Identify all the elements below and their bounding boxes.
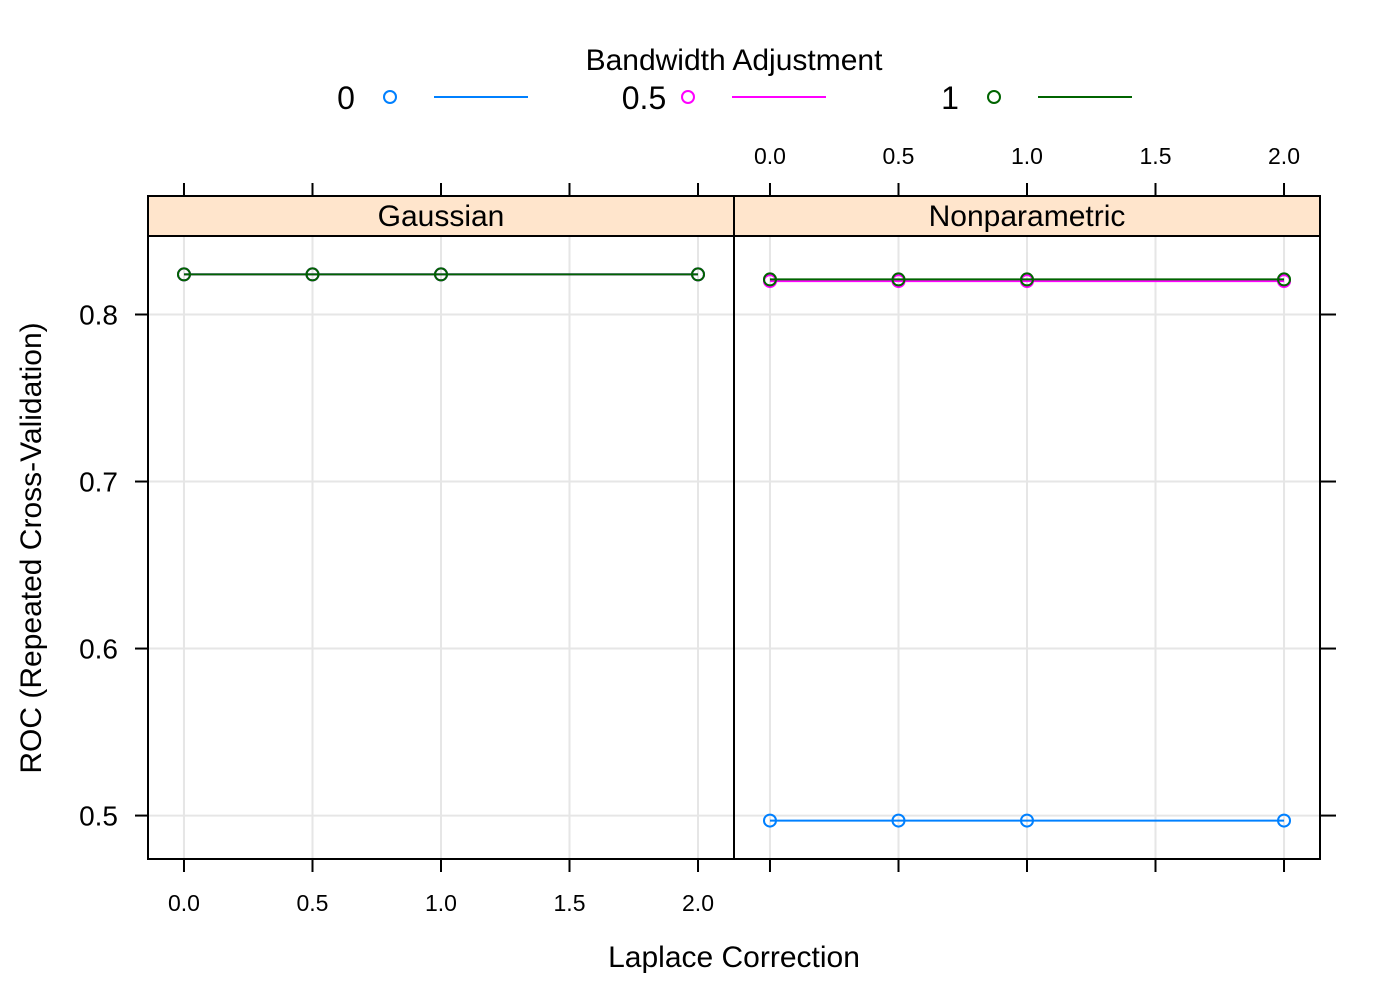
panel-gaussian: Gaussian 0.0 0.5 1.0 1.5 2.0 — [147, 183, 735, 916]
data-point — [1277, 272, 1292, 287]
legend-marker — [383, 90, 397, 104]
x-tick-label-top: 2.0 — [1268, 143, 1300, 169]
x-tick-label-top: 1.0 — [1011, 143, 1043, 169]
data-point — [305, 267, 320, 282]
y-tick-label: 0.7 — [79, 467, 118, 498]
panel-nonparametric: Nonparametric 0.0 0.5 1.0 1.5 2.0 — [733, 143, 1321, 872]
x-tick-label-top: 0.0 — [754, 143, 786, 169]
x-tick-label: 0.0 — [168, 890, 200, 916]
y-tick-label: 0.6 — [79, 634, 118, 665]
y-tick-label: 0.8 — [79, 300, 118, 331]
strip-label: Nonparametric — [929, 200, 1126, 233]
legend-marker — [987, 90, 1001, 104]
x-tick-label: 1.0 — [425, 890, 457, 916]
x-tick-label-top: 1.5 — [1140, 143, 1172, 169]
y-tick-label: 0.5 — [79, 801, 118, 832]
strip-label: Gaussian — [378, 200, 505, 233]
legend-label: 0.5 — [622, 80, 666, 116]
x-tick-label: 2.0 — [682, 890, 714, 916]
legend: Bandwidth Adjustment 0 0.5 1 — [337, 44, 1132, 116]
data-point — [1020, 813, 1034, 828]
data-point — [176, 267, 191, 282]
x-tick-label: 1.5 — [554, 890, 586, 916]
data-point — [691, 267, 706, 282]
x-axis-title: Laplace Correction — [608, 941, 860, 974]
y-axis-title: ROC (Repeated Cross-Validation) — [15, 322, 48, 773]
legend-label: 0 — [337, 80, 355, 116]
data-point — [762, 813, 777, 828]
x-tick-label-top: 0.5 — [882, 143, 914, 169]
legend-label: 1 — [941, 80, 959, 116]
data-point — [434, 267, 448, 282]
legend-title: Bandwidth Adjustment — [586, 44, 884, 77]
strip-background — [147, 195, 735, 237]
data-point — [1277, 813, 1292, 828]
legend-marker — [681, 90, 695, 104]
data-point — [891, 813, 906, 828]
data-point — [891, 272, 906, 287]
y-axis: 0.5 0.6 0.7 0.8 — [79, 300, 1336, 832]
x-tick-label: 0.5 — [296, 890, 328, 916]
data-point — [1020, 272, 1034, 287]
data-point — [762, 272, 777, 287]
